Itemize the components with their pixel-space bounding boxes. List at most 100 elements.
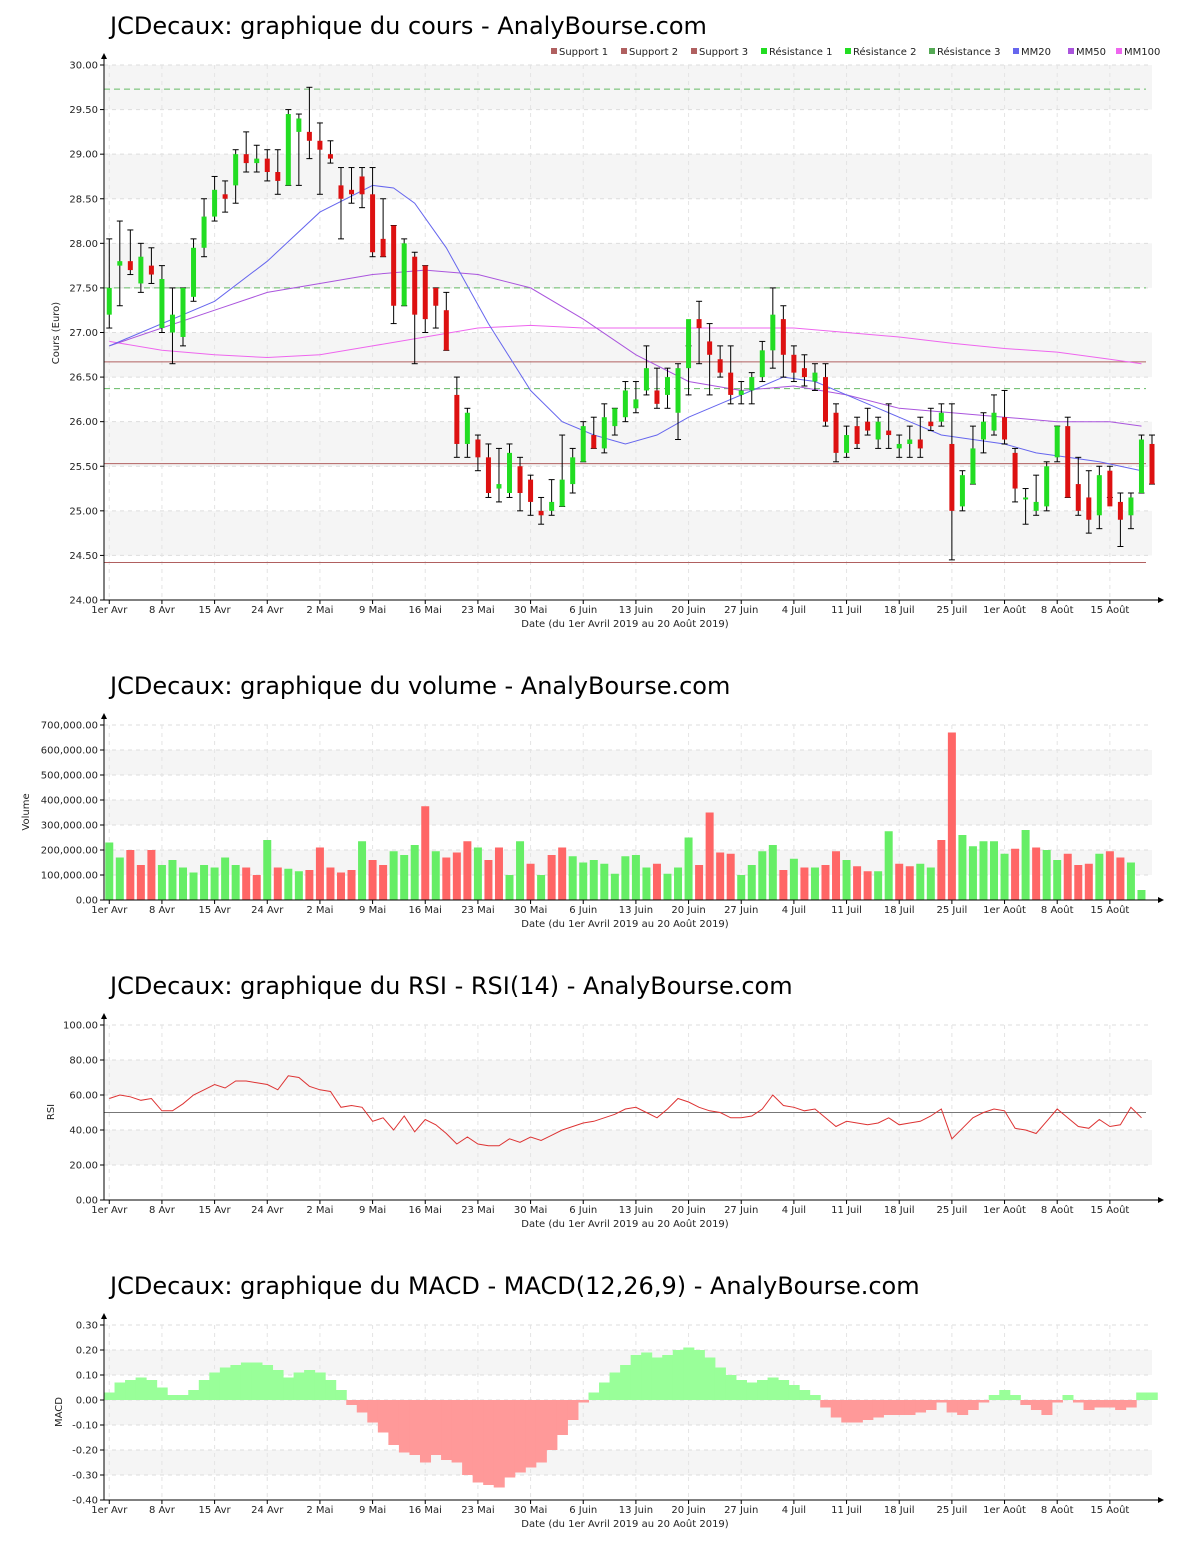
rsi-x-tick-label: 15 Avr: [198, 1205, 231, 1216]
volume-bar: [242, 867, 251, 900]
macd-bar: [1083, 1400, 1095, 1410]
macd-y-tick-label: 0.30: [76, 1321, 98, 1332]
volume-bar: [178, 867, 187, 900]
macd-chart: JCDecaux: graphique du MACD - MACD(12,26…: [54, 1272, 1164, 1530]
macd-bar: [462, 1400, 474, 1475]
macd-bar: [441, 1400, 453, 1460]
volume-bar: [452, 852, 461, 900]
rsi-y-tick-label: 0.00: [76, 1196, 98, 1207]
macd-bar: [1136, 1392, 1148, 1400]
candle-body: [443, 310, 449, 351]
macd-x-tick-label: 20 Juin: [671, 1505, 705, 1516]
vol-x-tick-label: 11 Juil: [831, 905, 862, 916]
vol-x-tick-label: 25 Juil: [937, 905, 968, 916]
macd-bar: [493, 1400, 505, 1488]
candle-body: [917, 439, 923, 449]
macd-bar: [672, 1350, 684, 1400]
macd-bar: [293, 1372, 305, 1400]
candle-body: [338, 185, 344, 199]
price-x-tick-label: 24 Avr: [251, 605, 284, 616]
candle-body: [970, 448, 976, 485]
candle-body: [254, 158, 260, 164]
candle-body: [749, 377, 755, 391]
rsi-x-tick-label: 11 Juil: [831, 1205, 862, 1216]
volume-bar: [990, 841, 999, 900]
candle-body: [822, 377, 828, 422]
price-x-tick-label: 15 Avr: [198, 605, 231, 616]
candle-body: [664, 377, 670, 395]
volume-bar: [315, 847, 324, 900]
volume-bar: [231, 865, 240, 900]
candle-body: [359, 176, 365, 195]
vol-x-tick-label: 24 Avr: [251, 905, 284, 916]
macd-bar: [588, 1392, 600, 1400]
price-y-tick-label: 29.00: [69, 150, 98, 161]
macd-bar: [325, 1380, 337, 1400]
price-y-label: Cours (Euro): [51, 302, 62, 365]
volume-bar: [168, 860, 177, 900]
rsi-x-tick-label: 20 Juin: [671, 1205, 705, 1216]
volume-bar: [147, 850, 156, 900]
macd-x-tick-label: 16 Mai: [409, 1505, 442, 1516]
volume-bar: [273, 867, 282, 900]
macd-bar: [925, 1400, 937, 1410]
macd-chart-title: JCDecaux: graphique du MACD - MACD(12,26…: [108, 1272, 920, 1300]
macd-bar: [356, 1400, 368, 1413]
macd-bar: [693, 1350, 705, 1400]
candle-body: [591, 435, 597, 449]
candle-body: [801, 368, 807, 378]
vol-x-tick-label: 23 Mai: [461, 905, 494, 916]
volume-bar: [947, 732, 956, 900]
candle-body: [159, 279, 165, 329]
vol-x-arrow: [1158, 897, 1164, 903]
candle-body: [222, 194, 228, 199]
candle-body: [1107, 470, 1113, 507]
volume-bar: [473, 847, 482, 900]
legend-item: Résistance 3: [937, 46, 1000, 58]
candle-body: [380, 238, 386, 257]
rsi-x-tick-label: 18 Juil: [884, 1205, 915, 1216]
volume-bar: [252, 875, 261, 900]
rsi-x-tick-label: 6 Juin: [569, 1205, 597, 1216]
rsi-x-tick-label: 2 Mai: [306, 1205, 333, 1216]
legend-swatch: [1013, 48, 1019, 54]
macd-bar: [525, 1400, 537, 1468]
volume-bar: [737, 875, 746, 900]
macd-bar: [388, 1400, 400, 1445]
price-x-tick-label: 9 Mai: [359, 605, 386, 616]
macd-bar: [872, 1400, 884, 1418]
legend-item: MM100: [1124, 47, 1160, 58]
volume-bar: [115, 857, 124, 900]
volume-x-label: Date (du 1er Avril 2019 au 20 Août 2019): [521, 918, 729, 930]
price-x-tick-label: 4 Juil: [782, 605, 806, 616]
macd-bar: [304, 1370, 316, 1400]
macd-x-tick-label: 30 Mai: [514, 1505, 547, 1516]
volume-bar: [642, 867, 651, 900]
candle-body: [728, 372, 734, 395]
volume-bar: [126, 850, 135, 900]
candle-body: [844, 435, 850, 453]
vol-y-tick-label: 200,000.00: [41, 846, 98, 857]
candle-body: [1096, 475, 1102, 516]
candle-body: [633, 399, 639, 409]
macd-x-tick-label: 1er Avr: [91, 1505, 128, 1516]
price-x-tick-label: 1er Août: [983, 604, 1026, 616]
volume-bar: [779, 870, 788, 900]
candle-body: [517, 466, 523, 493]
candle-body: [538, 510, 544, 516]
macd-histogram: [104, 1347, 1158, 1488]
candle-body: [875, 421, 881, 440]
candle-body: [833, 412, 839, 453]
candle-body: [264, 158, 270, 172]
macd-x-tick-label: 25 Juil: [937, 1505, 968, 1516]
volume-bar: [358, 841, 367, 900]
volume-bar: [389, 851, 398, 900]
candle-body: [928, 421, 934, 427]
macd-bar: [546, 1400, 558, 1450]
volume-bar: [189, 872, 198, 900]
rsi-x-tick-label: 9 Mai: [359, 1205, 386, 1216]
volume-bar: [526, 863, 535, 900]
rsi-y-tick-label: 80.00: [69, 1056, 98, 1067]
legend-item: Support 2: [629, 47, 678, 58]
rsi-x-label: Date (du 1er Avril 2019 au 20 Août 2019): [521, 1218, 729, 1230]
